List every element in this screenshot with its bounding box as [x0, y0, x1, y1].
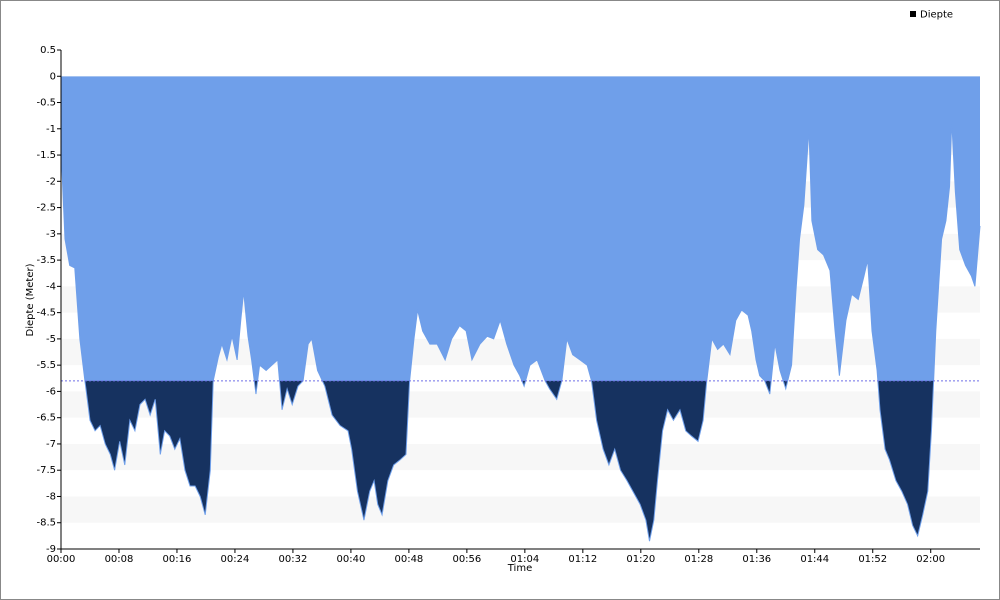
y-tick-label: -4: [46, 281, 56, 292]
grid-band: [61, 496, 980, 523]
y-tick-label: -3: [46, 229, 56, 240]
y-tick-label: -6: [46, 386, 56, 397]
x-tick-label: 00:16: [163, 554, 192, 565]
grid-band: [61, 443, 980, 471]
x-tick-label: 02:00: [916, 554, 945, 565]
y-tick-label: -7.5: [36, 465, 56, 476]
y-tick-label: -5.5: [36, 360, 56, 371]
y-tick-label: -9: [46, 544, 56, 555]
y-tick-label: -7: [46, 439, 56, 450]
y-tick-label: -0.5: [36, 98, 56, 109]
legend-label: Diepte: [920, 10, 953, 21]
x-tick-label: 01:44: [800, 554, 829, 565]
x-tick-label: 00:56: [452, 554, 481, 565]
x-tick-label: 01:20: [626, 554, 655, 565]
y-tick-label: 0.5: [40, 45, 56, 56]
x-tick-label: 01:36: [742, 554, 771, 565]
y-tick-label: -3.5: [36, 255, 56, 266]
y-tick-label: -4.5: [36, 308, 56, 319]
x-tick-label: 01:12: [568, 554, 597, 565]
grid-band: [61, 391, 980, 418]
x-tick-label: 00:32: [279, 554, 308, 565]
y-tick-label: 0: [50, 71, 56, 82]
y-tick-label: -1: [46, 124, 56, 135]
y-tick-label: -8: [46, 491, 56, 502]
x-tick-label: 00:48: [394, 554, 423, 565]
x-tick-label: 00:00: [47, 554, 76, 565]
y-tick-label: -5: [46, 334, 56, 345]
x-tick-label: 00:24: [221, 554, 250, 565]
x-tick-label: 00:40: [336, 554, 365, 565]
x-axis-label: Time: [507, 563, 532, 574]
x-tick-label: 00:08: [105, 554, 134, 565]
y-tick-label: -6.5: [36, 413, 56, 424]
y-tick-label: -2.5: [36, 203, 56, 214]
y-tick-label: -1.5: [36, 150, 56, 161]
x-tick-label: 01:28: [684, 554, 713, 565]
x-tick-label: 01:52: [858, 554, 887, 565]
x-tick-label: 01:04: [510, 554, 539, 565]
y-tick-label: -2: [46, 176, 56, 187]
legend-marker: [910, 11, 916, 17]
y-tick-label: -8.5: [36, 518, 56, 529]
y-axis-label: Diepte (Meter): [25, 263, 36, 336]
